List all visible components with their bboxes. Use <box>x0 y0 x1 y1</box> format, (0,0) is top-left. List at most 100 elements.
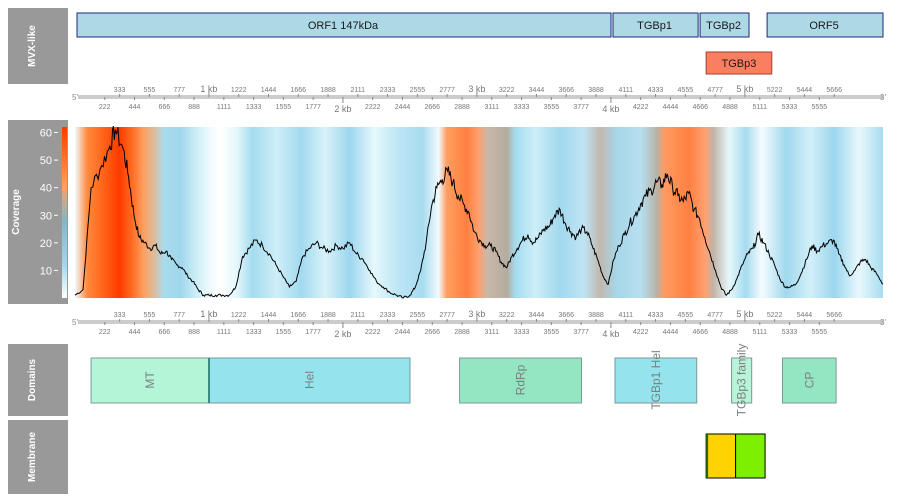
coverage-tick-label: 50 <box>40 155 52 167</box>
domain-box <box>90 357 210 404</box>
domain-box <box>208 357 411 404</box>
ruler-tick-label: 4222 <box>633 104 649 111</box>
ruler-tick-label: 2555 <box>410 312 426 319</box>
ruler-tick-label: 1777 <box>305 329 321 336</box>
ruler-tick-label: 5222 <box>767 312 783 319</box>
ruler-tick-label: 555 <box>144 312 156 319</box>
ruler-tick-label: 4444 <box>663 104 679 111</box>
orf-box <box>76 12 612 38</box>
ruler-tick-label: 2666 <box>424 104 440 111</box>
ruler-tick-label: 1666 <box>290 87 306 94</box>
domain-label: RdRp <box>514 364 528 395</box>
domains-track-header <box>8 344 68 416</box>
orf-tgbp3-label: TGBp3 <box>722 58 757 70</box>
ruler-tick-label: 777 <box>173 87 185 94</box>
orf-box <box>699 12 750 38</box>
ruler-tick-label: 333 <box>114 312 126 319</box>
domain-box <box>614 357 698 404</box>
ruler-tick-label: 5666 <box>826 87 842 94</box>
ruler-tick-label: 3666 <box>558 312 574 319</box>
orf-box <box>766 12 884 38</box>
ruler-tick-label: 1888 <box>320 312 336 319</box>
ruler-tick-label: 1 kb <box>200 84 217 94</box>
ruler-tick-label: 2444 <box>395 104 411 111</box>
coverage-tick-label: 40 <box>40 183 52 195</box>
ruler-tick-label: 4333 <box>648 87 664 94</box>
ruler-tick-label: 1888 <box>320 87 336 94</box>
ruler-tick-label: 3555 <box>544 104 560 111</box>
ruler-tick-label: 3111 <box>485 104 500 111</box>
ruler-tick-label: 1777 <box>305 104 321 111</box>
ruler-tick-label: 2555 <box>410 87 426 94</box>
ruler-tick-label: 2222 <box>365 104 381 111</box>
ruler-tick-label: 4 kb <box>602 329 619 339</box>
ruler-tick-label: 4888 <box>722 329 738 336</box>
ruler-tick-label: 1222 <box>231 87 247 94</box>
ruler-three-prime: 3' <box>880 93 886 102</box>
ruler-five-prime: 5' <box>72 318 78 327</box>
ruler-tick-label: 5111 <box>753 329 768 336</box>
domain-label: MT <box>143 371 157 389</box>
ruler-tick-label: 2333 <box>380 87 396 94</box>
ruler-tick-label: 3111 <box>485 329 500 336</box>
ruler-tick-label: 1111 <box>217 329 231 336</box>
ruler-tick-label: 444 <box>129 329 141 336</box>
ruler-tick-label: 3888 <box>588 87 604 94</box>
ruler-tick-label: 1333 <box>246 329 262 336</box>
domain-box <box>731 357 753 404</box>
ruler-five-prime: 5' <box>72 93 78 102</box>
ruler-tick-label: 3222 <box>499 87 515 94</box>
ruler-tick-label: 3666 <box>558 87 574 94</box>
domains-track-label: Domains <box>27 358 38 401</box>
coverage-tick-label: 10 <box>40 265 52 277</box>
membrane-track-label: Membrane <box>27 432 38 482</box>
ruler-tick-label: 2222 <box>365 329 381 336</box>
ruler-tick-label: 4222 <box>633 329 649 336</box>
ruler-tick-label: 2111 <box>351 312 366 319</box>
ruler-tick-label: 4777 <box>707 312 723 319</box>
ruler-tick-label: 3777 <box>573 329 589 336</box>
ruler-tick-label: 888 <box>188 104 200 111</box>
domains-track: MT Hel RdRp TGBp1 Hel TGBp3 family CP <box>90 344 837 416</box>
orf-label: TGBp1 <box>637 20 672 32</box>
ruler-tick-label: 4111 <box>619 87 634 94</box>
domain-box <box>459 357 583 404</box>
genome-ruler-bottom: 5' 3' 333 555 777 1 kb 1222 1444 1666 1888 2111 233… <box>72 309 886 339</box>
coverage-track-header <box>8 120 68 304</box>
ruler-tick-label: 1222 <box>231 312 247 319</box>
mvx-track-header <box>8 8 68 84</box>
ruler-tick-label: 666 <box>158 329 170 336</box>
ruler-bar <box>78 320 883 324</box>
ruler-tick-label: 4666 <box>692 104 708 111</box>
ruler-tick-label: 5555 <box>812 104 828 111</box>
ruler-tick-label: 3444 <box>529 312 545 319</box>
coverage-y-axis: 10 20 30 40 50 60 <box>40 128 58 277</box>
orf-label: ORF5 <box>809 20 838 32</box>
coverage-line <box>74 125 884 299</box>
ruler-tick-label: 4444 <box>663 329 679 336</box>
ruler-tick-label: 3555 <box>544 329 560 336</box>
ruler-tick-label: 222 <box>99 104 111 111</box>
ruler-tick-label: 777 <box>173 312 185 319</box>
domain-label: CP <box>802 372 816 389</box>
coverage-tick-label: 20 <box>40 238 52 250</box>
orf-label: ORF1 147kDa <box>308 20 379 32</box>
ruler-tick-label: 3444 <box>529 87 545 94</box>
ruler-tick-label: 2777 <box>439 312 455 319</box>
ruler-tick-label: 4888 <box>722 104 738 111</box>
ruler-tick-label: 1 kb <box>200 309 217 319</box>
domain-label: Hel <box>302 371 316 389</box>
membrane-segment <box>735 433 766 479</box>
membrane-track-header <box>8 420 68 494</box>
ruler-tick-label: 5 kb <box>736 309 753 319</box>
coverage-track-label: Coverage <box>11 189 22 235</box>
ruler-tick-label: 2888 <box>454 104 470 111</box>
ruler-tick-label: 3333 <box>514 104 530 111</box>
track-sidebar: MVX-like Coverage Domains Membrane <box>8 8 68 494</box>
coverage-heat-band <box>75 127 883 298</box>
ruler-tick-label: 1111 <box>217 104 231 111</box>
domain-label: TGBp1 Hel <box>649 350 663 409</box>
ruler-tick-label: 2888 <box>454 329 470 336</box>
coverage-panel: 10 20 30 40 50 60 <box>40 120 890 304</box>
